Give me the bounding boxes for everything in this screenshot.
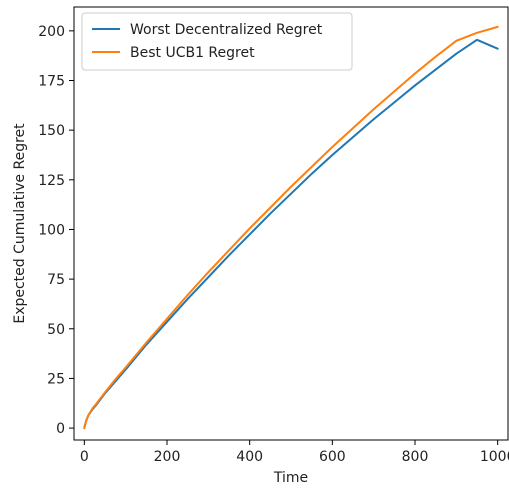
x-tick-label: 400: [236, 449, 263, 465]
y-tick-label: 0: [56, 421, 65, 437]
x-tick-label: 600: [319, 449, 346, 465]
legend-label: Best UCB1 Regret: [130, 45, 255, 61]
y-axis-label: Expected Cumulative Regret: [12, 123, 28, 324]
y-tick-label: 125: [38, 173, 65, 189]
y-tick-label: 175: [38, 73, 65, 89]
series-line-best-ucb1-regret: [83, 25, 499, 430]
legend-label: Worst Decentralized Regret: [130, 22, 323, 38]
y-tick-label: 50: [47, 322, 65, 338]
x-tick-label: 800: [402, 449, 429, 465]
x-tick-label: 200: [154, 449, 181, 465]
series-line-worst-decentralized-regret: [83, 38, 499, 430]
x-axis-label: Time: [273, 470, 308, 485]
y-tick-label: 200: [38, 24, 65, 40]
x-tick-label: 0: [80, 449, 89, 465]
y-tick-label: 25: [47, 371, 65, 387]
y-tick-label: 150: [38, 123, 65, 139]
legend: Worst Decentralized Regret Best UCB1 Regr…: [81, 12, 353, 71]
y-tick-label: 100: [38, 222, 65, 238]
legend-box: [81, 12, 353, 71]
y-tick-label: 75: [47, 272, 65, 288]
plot-frame: [73, 6, 509, 441]
series-layer: [83, 25, 499, 430]
